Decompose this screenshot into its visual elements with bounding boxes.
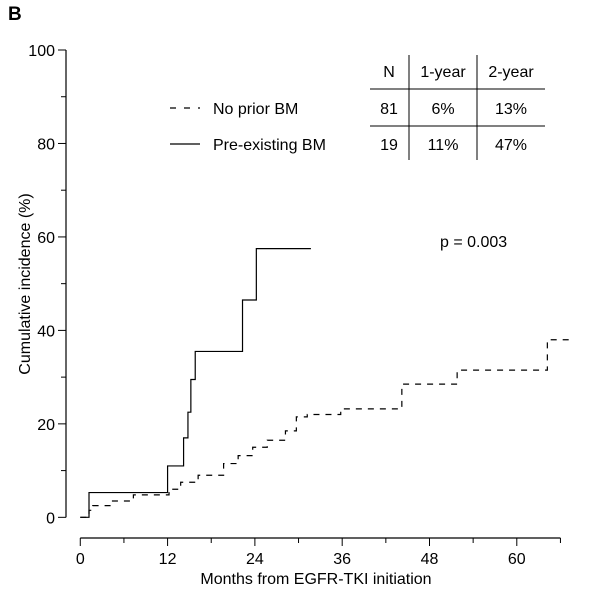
x-tick-label: 36 [333, 551, 351, 568]
legend-label-pre-existing-bm: Pre-existing BM [213, 137, 326, 154]
y-tick-label: 0 [46, 510, 55, 527]
y-axis-title: Cumulative incidence (%) [17, 193, 34, 374]
table-cell: 11% [428, 137, 459, 154]
axes: 0 12 24 36 48 60 0 20 40 60 80 100 [28, 43, 561, 568]
table-cell: 19 [380, 137, 398, 154]
table-header-1-year: 1-year [420, 64, 466, 81]
y-tick-label: 40 [37, 323, 55, 340]
panel-label: B [8, 4, 22, 25]
y-tick-label: 60 [37, 230, 55, 247]
x-tick-label: 24 [246, 551, 264, 568]
p-value-annotation: p = 0.003 [440, 234, 507, 251]
table-cell: 6% [431, 101, 454, 118]
legend: No prior BM Pre-existing BM [170, 101, 326, 154]
legend-label-no-prior-bm: No prior BM [213, 101, 298, 118]
table-cell: 81 [380, 101, 398, 118]
table-header-2-year: 2-year [488, 64, 534, 81]
x-tick-label: 0 [76, 551, 85, 568]
series-line-pre-existing-bm [80, 248, 311, 518]
y-tick-label: 80 [37, 136, 55, 153]
series-layer [80, 248, 572, 518]
x-tick-label: 60 [508, 551, 526, 568]
table-cell: 13% [495, 101, 527, 118]
x-tick-label: 48 [421, 551, 439, 568]
x-axis-title: Months from EGFR-TKI initiation [200, 571, 431, 588]
y-tick-label: 20 [37, 417, 55, 434]
x-tick-label: 12 [159, 551, 177, 568]
table-header-n: N [383, 64, 395, 81]
table-cell: 47% [495, 137, 527, 154]
y-tick-label: 100 [28, 43, 55, 60]
series-line-no-prior-bm [80, 339, 572, 518]
summary-table: N 1-year 2-year 81 6% 13% 19 11% 47% [370, 55, 545, 160]
